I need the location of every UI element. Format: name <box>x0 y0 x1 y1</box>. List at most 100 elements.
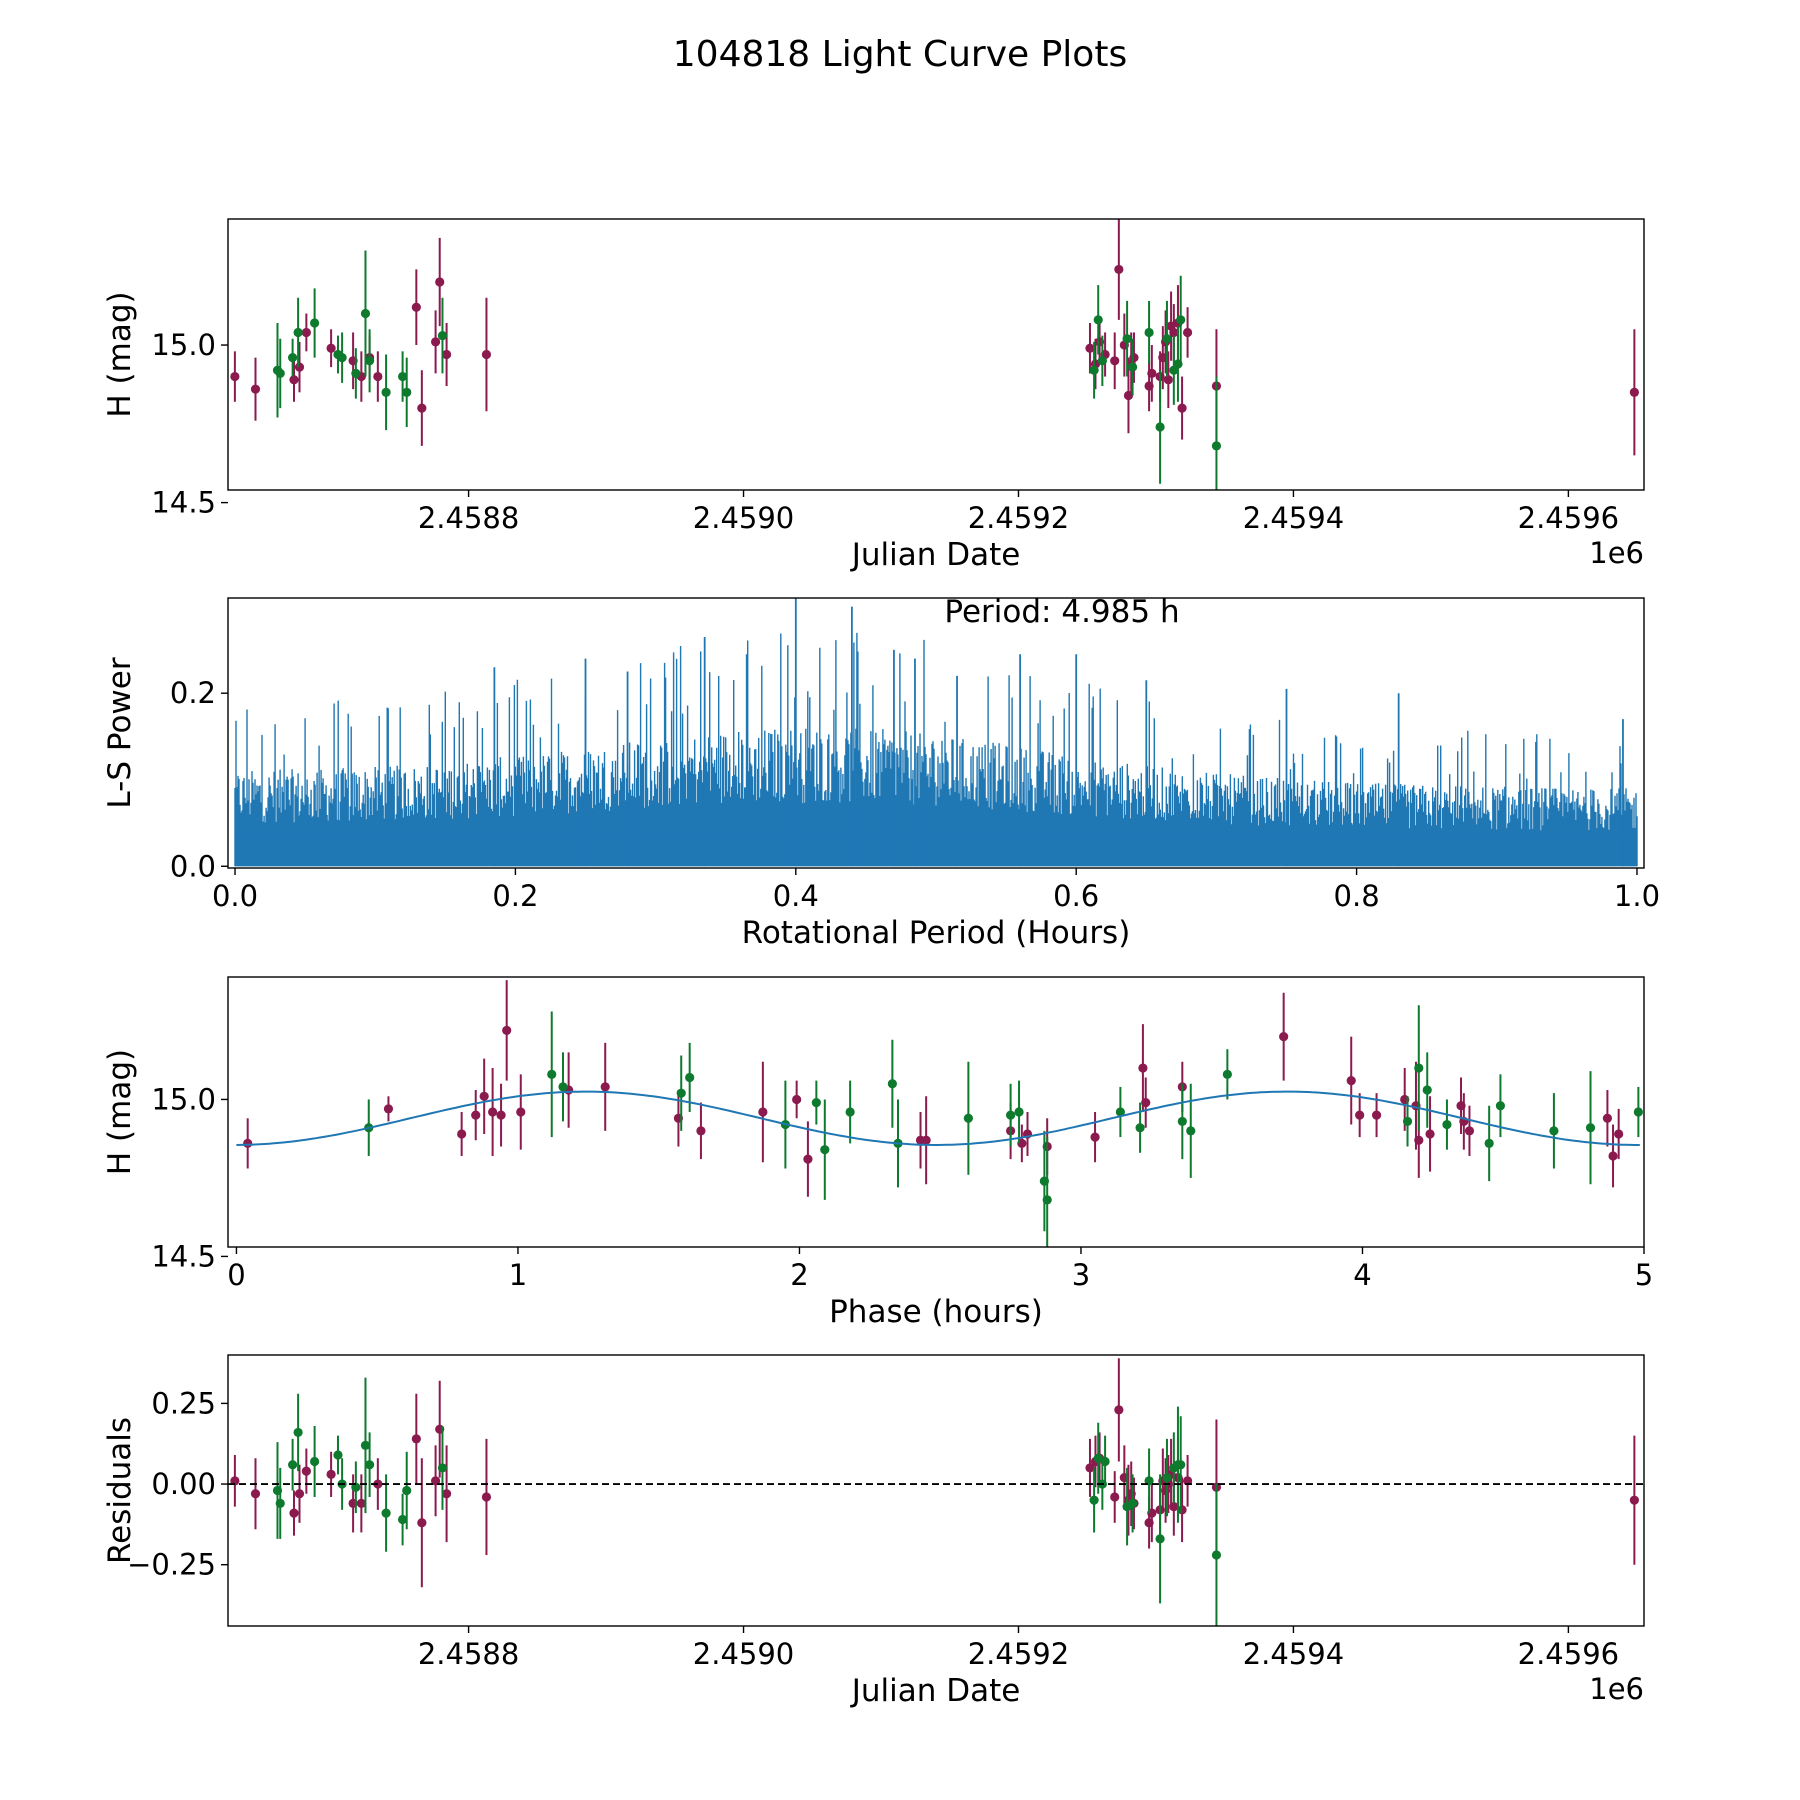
residuals-point-green <box>1093 1453 1103 1463</box>
phased-ylabel: H (mag) <box>102 1049 138 1175</box>
lightcurve-point-green <box>1176 315 1186 325</box>
phased-xtick-label: 2 <box>790 1258 808 1292</box>
lightcurve-offset-label: 1e6 <box>1589 536 1644 570</box>
residuals-point-magenta <box>411 1434 421 1444</box>
lightcurve-point-green <box>310 318 320 328</box>
periodogram-xtick-label: 0.4 <box>773 879 819 913</box>
lightcurve-panel: 2.4588 2.4590 2.4592 2.4594 2.4596 14.5 15.0 Ju… <box>102 218 1645 573</box>
phased-point-magenta <box>1425 1129 1435 1139</box>
lightcurve-point-magenta <box>373 371 383 382</box>
periodogram-xtick-label: 0.8 <box>1334 879 1380 913</box>
phased-point-magenta <box>1346 1076 1356 1086</box>
residuals-point-green <box>1089 1495 1099 1505</box>
residuals-xtick-label: 2.4588 <box>418 1637 519 1671</box>
residuals-point-green <box>351 1482 361 1492</box>
phased-point-magenta <box>488 1107 498 1117</box>
periodogram-panel: Period: 4.985 h 0.0 0.2 0.4 0.6 0.8 1.0 0.0 0.2 R… <box>102 594 1660 951</box>
phased-point-magenta <box>1138 1063 1148 1073</box>
figure-title: 104818 Light Curve Plots <box>673 34 1127 75</box>
periodogram-xtick-label: 0.2 <box>492 879 538 913</box>
residuals-point-green <box>275 1498 285 1509</box>
phased-point-magenta <box>502 1025 512 1035</box>
phased-axes-frame <box>227 976 1645 1248</box>
lightcurve-point-green <box>351 368 361 379</box>
phased-point-green <box>676 1088 686 1098</box>
residuals-point-green <box>1155 1534 1165 1544</box>
lightcurve-ytick-label: 15.0 <box>151 328 216 362</box>
residuals-point-green <box>293 1427 303 1438</box>
residuals-xtick-label: 2.4596 <box>1518 1637 1619 1671</box>
residuals-xtick-label: 2.4594 <box>1243 1637 1344 1671</box>
phased-point-green <box>1014 1107 1024 1117</box>
residuals-point-magenta <box>441 1489 452 1499</box>
lightcurve-point-magenta <box>301 327 311 338</box>
lightcurve-point-magenta <box>411 302 421 312</box>
phased-point-magenta <box>457 1129 467 1139</box>
residuals-point-green <box>288 1460 298 1470</box>
residuals-point-green <box>402 1485 412 1496</box>
residuals-point-green <box>360 1440 371 1450</box>
residuals-point-magenta <box>1110 1492 1120 1502</box>
phased-point-green <box>1585 1123 1596 1133</box>
phased-ytick-label: 14.5 <box>151 1239 216 1273</box>
phased-point-green <box>1042 1195 1052 1205</box>
phased-point-green <box>1177 1116 1187 1127</box>
phased-point-magenta <box>383 1104 394 1114</box>
residuals-point-magenta <box>430 1476 441 1486</box>
phased-point-green <box>1549 1126 1559 1136</box>
residuals-point-magenta <box>1629 1495 1639 1505</box>
phased-point-green <box>1115 1107 1125 1117</box>
residuals-point-green <box>1162 1472 1172 1483</box>
residuals-point-magenta <box>230 1476 240 1486</box>
residuals-data-layer <box>228 1358 1644 1626</box>
phased-point-magenta <box>479 1091 489 1101</box>
phased-point-magenta <box>243 1138 253 1148</box>
phased-point-green <box>1422 1085 1432 1095</box>
lightcurve-point-green <box>1122 334 1132 344</box>
periodogram-xtick-label: 0.0 <box>212 879 258 913</box>
phased-point-magenta <box>600 1082 610 1092</box>
phased-point-green <box>1442 1119 1452 1130</box>
residuals-point-magenta <box>250 1489 261 1499</box>
residuals-ytick-label: 0.25 <box>151 1386 216 1420</box>
lightcurve-point-green <box>437 330 448 341</box>
phased-point-green <box>820 1145 830 1155</box>
phased-point-magenta <box>696 1126 706 1136</box>
periodogram-ytick-label: 0.0 <box>170 849 216 883</box>
phased-point-green <box>685 1072 695 1083</box>
periodogram-data-layer <box>234 598 1638 867</box>
lightcurve-point-magenta <box>417 403 427 413</box>
lightcurve-point-magenta <box>1129 353 1139 363</box>
residuals-ytick-label: 0.00 <box>151 1467 216 1501</box>
phased-point-green <box>1222 1069 1232 1079</box>
phased-data-layer <box>236 980 1643 1247</box>
lightcurve-point-green <box>1211 441 1222 451</box>
phased-xtick-label: 1 <box>509 1258 527 1292</box>
lightcurve-point-green <box>381 387 391 397</box>
lightcurve-point-green <box>1162 334 1172 344</box>
lightcurve-point-magenta <box>481 349 492 360</box>
lightcurve-point-magenta <box>289 375 299 385</box>
residuals-xlabel: Julian Date <box>850 1673 1021 1709</box>
lightcurve-point-magenta <box>1110 356 1120 366</box>
lightcurve-point-green <box>1097 356 1107 366</box>
residuals-point-magenta <box>1085 1463 1095 1473</box>
phased-point-green <box>811 1097 821 1108</box>
lightcurve-point-green <box>288 353 298 363</box>
lightcurve-point-green <box>1089 365 1099 375</box>
lightcurve-xtick-label: 2.4588 <box>418 501 519 535</box>
periodogram-xtick-label: 0.6 <box>1053 879 1099 913</box>
residuals-ytick-label: −0.25 <box>127 1548 216 1582</box>
phased-xtick-label: 3 <box>1072 1258 1090 1292</box>
phased-point-magenta <box>1371 1110 1382 1120</box>
phased-point-magenta <box>496 1110 506 1120</box>
phased-point-green <box>1135 1123 1145 1133</box>
residuals-point-green <box>381 1508 391 1518</box>
phased-point-magenta <box>1614 1129 1624 1139</box>
lightcurve-ylabel: H (mag) <box>102 291 138 417</box>
lightcurve-xtick-label: 2.4590 <box>693 501 794 535</box>
phased-xlabel: Phase (hours) <box>829 1294 1043 1330</box>
lightcurve-point-green <box>337 353 347 363</box>
